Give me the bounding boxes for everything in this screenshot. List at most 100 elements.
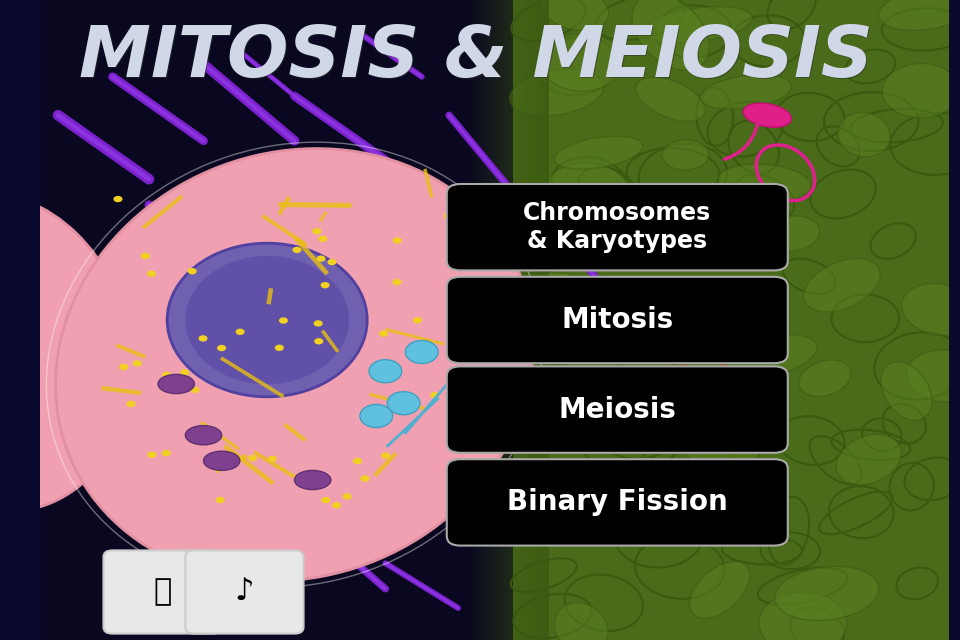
Circle shape	[360, 404, 393, 428]
Circle shape	[147, 452, 156, 458]
Circle shape	[319, 236, 327, 242]
FancyBboxPatch shape	[489, 0, 492, 640]
Ellipse shape	[700, 75, 792, 109]
Circle shape	[180, 369, 189, 376]
Circle shape	[161, 450, 171, 456]
Ellipse shape	[759, 592, 847, 640]
FancyBboxPatch shape	[519, 0, 522, 640]
Ellipse shape	[660, 205, 738, 252]
FancyBboxPatch shape	[446, 460, 788, 545]
Ellipse shape	[743, 103, 791, 127]
FancyBboxPatch shape	[484, 0, 487, 640]
Ellipse shape	[804, 259, 880, 312]
Circle shape	[235, 328, 245, 335]
Ellipse shape	[540, 0, 609, 30]
Text: ♪: ♪	[234, 577, 254, 607]
FancyBboxPatch shape	[478, 0, 481, 640]
Text: MITOSIS & MEIOSIS: MITOSIS & MEIOSIS	[80, 23, 874, 92]
Circle shape	[381, 452, 390, 459]
Circle shape	[393, 237, 402, 244]
Ellipse shape	[185, 426, 222, 445]
FancyBboxPatch shape	[446, 366, 788, 453]
Circle shape	[360, 476, 370, 482]
FancyBboxPatch shape	[536, 0, 539, 640]
Ellipse shape	[204, 451, 240, 470]
Ellipse shape	[662, 140, 708, 170]
Circle shape	[430, 392, 440, 398]
Ellipse shape	[712, 335, 817, 380]
Circle shape	[444, 212, 452, 219]
FancyBboxPatch shape	[492, 0, 494, 640]
Circle shape	[321, 282, 329, 289]
Circle shape	[353, 458, 362, 464]
Circle shape	[275, 344, 284, 351]
Ellipse shape	[881, 362, 932, 420]
Circle shape	[393, 279, 401, 285]
FancyBboxPatch shape	[511, 0, 514, 640]
Circle shape	[190, 387, 200, 393]
Ellipse shape	[555, 603, 608, 640]
Circle shape	[162, 372, 171, 378]
Circle shape	[147, 271, 156, 277]
FancyBboxPatch shape	[524, 0, 527, 640]
Ellipse shape	[882, 63, 959, 118]
Ellipse shape	[295, 470, 331, 490]
Circle shape	[279, 317, 288, 324]
Text: Mitosis: Mitosis	[562, 306, 673, 334]
Circle shape	[314, 338, 324, 344]
Ellipse shape	[56, 148, 534, 581]
FancyBboxPatch shape	[540, 0, 543, 640]
Circle shape	[293, 246, 301, 253]
Circle shape	[332, 502, 341, 508]
FancyBboxPatch shape	[539, 0, 540, 640]
Ellipse shape	[158, 374, 195, 394]
Ellipse shape	[544, 163, 632, 225]
Circle shape	[405, 340, 438, 364]
Ellipse shape	[775, 566, 878, 621]
Ellipse shape	[510, 69, 604, 116]
Circle shape	[187, 268, 197, 275]
FancyBboxPatch shape	[530, 0, 533, 640]
Circle shape	[379, 330, 388, 337]
Ellipse shape	[711, 316, 771, 358]
Ellipse shape	[906, 350, 960, 402]
FancyBboxPatch shape	[527, 0, 530, 640]
Ellipse shape	[185, 256, 349, 384]
FancyBboxPatch shape	[475, 0, 478, 640]
FancyBboxPatch shape	[497, 0, 500, 640]
FancyBboxPatch shape	[543, 0, 546, 640]
FancyBboxPatch shape	[39, 0, 540, 640]
Ellipse shape	[689, 561, 750, 618]
Circle shape	[217, 345, 227, 351]
Text: 🔊: 🔊	[154, 577, 172, 607]
Ellipse shape	[522, 272, 600, 328]
Text: Meiosis: Meiosis	[559, 396, 676, 424]
Circle shape	[327, 259, 337, 265]
Ellipse shape	[901, 284, 960, 335]
FancyBboxPatch shape	[446, 277, 788, 364]
Circle shape	[141, 253, 150, 259]
Ellipse shape	[838, 113, 890, 157]
Circle shape	[127, 401, 135, 407]
Circle shape	[369, 360, 401, 383]
FancyBboxPatch shape	[104, 550, 222, 634]
Circle shape	[387, 392, 420, 415]
FancyBboxPatch shape	[185, 550, 303, 634]
FancyBboxPatch shape	[505, 0, 508, 640]
FancyBboxPatch shape	[522, 0, 524, 640]
Circle shape	[132, 360, 142, 367]
FancyBboxPatch shape	[500, 0, 503, 640]
Ellipse shape	[541, 33, 623, 92]
FancyBboxPatch shape	[446, 184, 788, 270]
Ellipse shape	[555, 136, 642, 169]
Circle shape	[314, 320, 323, 326]
FancyBboxPatch shape	[516, 0, 519, 640]
FancyBboxPatch shape	[546, 0, 549, 640]
Ellipse shape	[688, 428, 759, 477]
Circle shape	[317, 255, 325, 262]
Circle shape	[413, 317, 422, 323]
Ellipse shape	[643, 6, 753, 43]
FancyBboxPatch shape	[472, 0, 475, 640]
FancyBboxPatch shape	[481, 0, 484, 640]
Ellipse shape	[878, 0, 960, 30]
